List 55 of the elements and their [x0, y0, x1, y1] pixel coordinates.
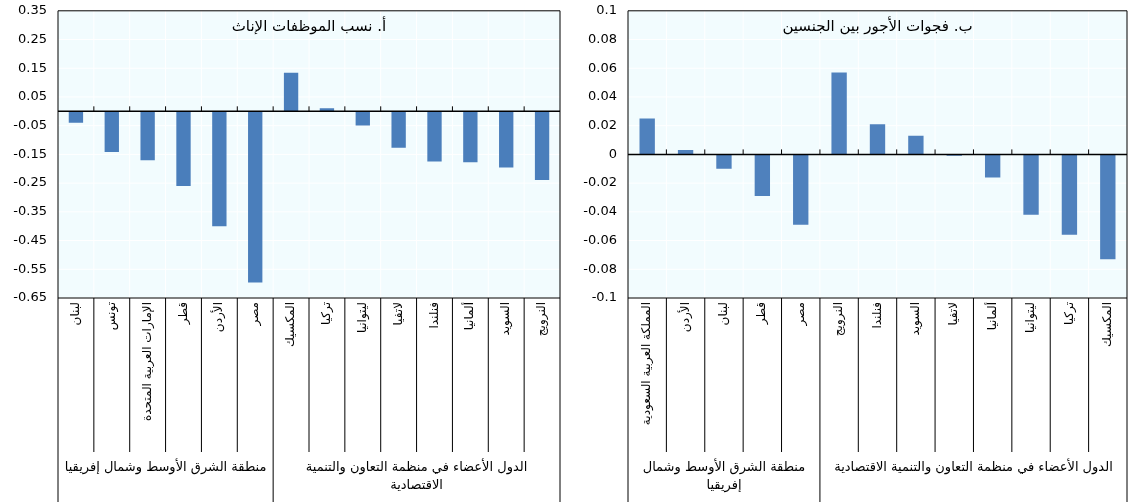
y-tick-label: 0 — [608, 145, 617, 161]
y-tick-label: -0.1 — [591, 289, 617, 305]
y-tick-label: -0.25 — [13, 174, 47, 190]
x-tick-label: فنلندا — [426, 302, 441, 329]
y-tick-label: 0.25 — [18, 30, 47, 46]
x-tick-label: السويد — [498, 302, 514, 336]
x-tick-label: تونس — [103, 302, 119, 331]
x-tick-label: تركيا — [1061, 302, 1077, 325]
y-tick-label: 0.02 — [588, 117, 617, 133]
x-tick-label: النرويج — [534, 302, 550, 337]
y-tick-label: 0.04 — [588, 88, 617, 104]
y-tick-label: -0.65 — [13, 289, 47, 305]
x-tick-label: مصر — [792, 302, 808, 327]
y-tick-label: -0.55 — [13, 260, 47, 276]
x-tick-label: النرويج — [831, 302, 847, 337]
x-tick-label: ألمانيا — [461, 302, 477, 331]
y-tick-label: 0.06 — [588, 59, 617, 75]
x-tick-label: قطر — [175, 302, 191, 326]
x-tick-label: الإمارات العربية المتحدة — [139, 302, 155, 421]
x-tick-label: لبنان — [68, 302, 83, 326]
x-tick-label: ألمانيا — [983, 302, 999, 331]
y-tick-label: -0.45 — [13, 231, 47, 247]
x-tick-label: المملكة العربية السعودية — [639, 302, 655, 426]
x-tick-label: المكسيك — [1099, 302, 1114, 347]
x-tick-label: فنلندا — [869, 302, 884, 329]
x-tick-label: المكسيك — [283, 302, 298, 347]
x-tick-label: مصر — [247, 302, 263, 327]
y-tick-label: -0.05 — [13, 117, 47, 133]
x-tick-label: قطر — [754, 302, 770, 326]
x-tick-label: لبنان — [716, 302, 731, 326]
chart-title: أ. نسب الموظفات الإناث — [231, 15, 387, 35]
text: منطقة الشرق الأوسط وشمال إفريقيا — [642, 458, 806, 494]
y-tick-label: -0.08 — [583, 260, 617, 276]
x-tick-label: الأردن — [210, 302, 227, 333]
x-tick-label: لاتفيا — [946, 302, 961, 326]
y-tick-label: 0.15 — [18, 59, 47, 75]
x-tick-label: ليتوانيا — [1023, 302, 1039, 334]
y-tick-label: -0.35 — [13, 203, 47, 219]
y-tick-label: -0.15 — [13, 145, 47, 161]
y-tick-label: -0.06 — [583, 231, 617, 247]
x-tick-label: السويد — [908, 302, 924, 336]
x-tick-label: الأردن — [676, 302, 693, 333]
x-tick-label: ليتوانيا — [354, 302, 370, 334]
y-tick-label: 0.08 — [588, 30, 617, 46]
y-tick-label: 0.35 — [18, 2, 47, 18]
x-tick-label: لاتفيا — [390, 302, 405, 326]
text: منطقة الشرق الأوسط وشمال إفريقيا — [64, 458, 267, 476]
y-tick-label: -0.02 — [583, 174, 617, 190]
text: الدول الأعضاء في منظمة التعاون والتنمية الاقتصادية — [834, 458, 1113, 476]
x-tick-label: تركيا — [319, 302, 335, 325]
y-tick-label: 0.05 — [18, 88, 47, 104]
text: الدول الأعضاء في منظمة التعاون والتنمية الاقتصادية — [305, 458, 528, 493]
y-tick-label: -0.04 — [583, 203, 617, 219]
y-tick-label: 0.1 — [596, 2, 617, 18]
chart-title: ب. فجوات الأجور بين الجنسين — [782, 15, 973, 35]
